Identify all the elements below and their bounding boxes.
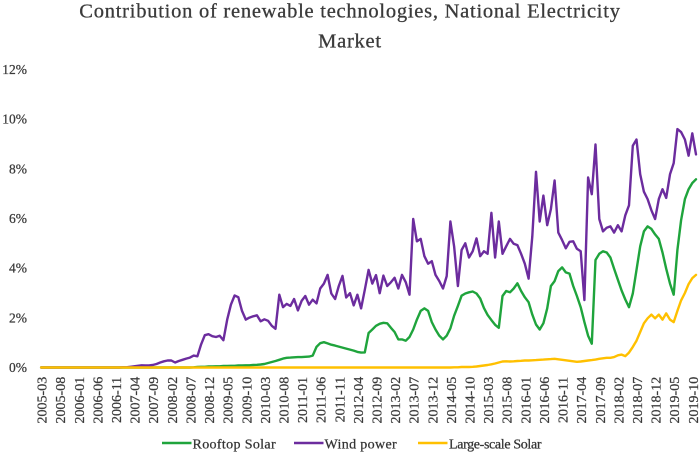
svg-text:2015-08: 2015-08 — [501, 377, 516, 424]
svg-text:8%: 8% — [9, 161, 27, 176]
svg-text:2009-10: 2009-10 — [240, 377, 255, 424]
svg-text:2012-04: 2012-04 — [352, 377, 367, 424]
svg-text:10%: 10% — [2, 112, 27, 127]
svg-text:2019-10: 2019-10 — [687, 377, 700, 424]
svg-text:2%: 2% — [9, 310, 27, 325]
svg-text:Market: Market — [318, 30, 382, 52]
svg-text:2013-07: 2013-07 — [408, 377, 423, 424]
svg-text:2019-05: 2019-05 — [668, 377, 683, 424]
svg-text:2007-09: 2007-09 — [147, 377, 162, 424]
svg-text:2010-03: 2010-03 — [259, 377, 274, 424]
svg-text:2018-07: 2018-07 — [631, 377, 646, 424]
svg-text:2017-04: 2017-04 — [575, 377, 590, 424]
svg-text:2017-09: 2017-09 — [594, 377, 609, 424]
svg-text:2006-11: 2006-11 — [110, 377, 125, 423]
svg-text:2016-11: 2016-11 — [557, 377, 572, 423]
svg-text:2008-12: 2008-12 — [203, 377, 218, 424]
svg-text:2016-06: 2016-06 — [538, 377, 553, 424]
svg-text:2014-05: 2014-05 — [445, 377, 460, 424]
svg-text:6%: 6% — [9, 211, 27, 226]
svg-text:2014-10: 2014-10 — [464, 377, 479, 424]
svg-text:2018-12: 2018-12 — [650, 377, 665, 424]
svg-text:Wind power: Wind power — [325, 438, 398, 453]
svg-text:0%: 0% — [9, 360, 27, 375]
svg-text:2018-02: 2018-02 — [612, 377, 627, 424]
svg-text:2013-12: 2013-12 — [426, 377, 441, 424]
svg-text:4%: 4% — [9, 261, 27, 276]
svg-text:Contribution of renewable tech: Contribution of renewable technologies, … — [79, 0, 620, 22]
svg-text:2005-08: 2005-08 — [54, 377, 69, 424]
svg-text:2006-01: 2006-01 — [73, 377, 88, 424]
svg-text:2012-09: 2012-09 — [371, 377, 386, 424]
svg-text:2008-02: 2008-02 — [166, 377, 181, 424]
svg-text:2013-02: 2013-02 — [389, 377, 404, 424]
svg-text:2009-05: 2009-05 — [222, 377, 237, 424]
svg-text:2015-03: 2015-03 — [482, 377, 497, 424]
svg-text:2005-03: 2005-03 — [36, 377, 51, 424]
svg-text:2007-04: 2007-04 — [129, 377, 144, 424]
svg-text:2016-01: 2016-01 — [519, 377, 534, 424]
svg-text:2010-08: 2010-08 — [278, 377, 293, 424]
svg-text:Large-scale Solar: Large-scale Solar — [449, 438, 542, 453]
svg-text:2011-11: 2011-11 — [333, 377, 348, 423]
svg-text:2006-06: 2006-06 — [91, 377, 106, 424]
svg-text:2008-07: 2008-07 — [184, 377, 199, 424]
svg-text:2011-06: 2011-06 — [315, 377, 330, 423]
svg-text:12%: 12% — [2, 62, 27, 77]
svg-text:Rooftop Solar: Rooftop Solar — [193, 438, 277, 453]
svg-text:2011-01: 2011-01 — [296, 377, 311, 423]
